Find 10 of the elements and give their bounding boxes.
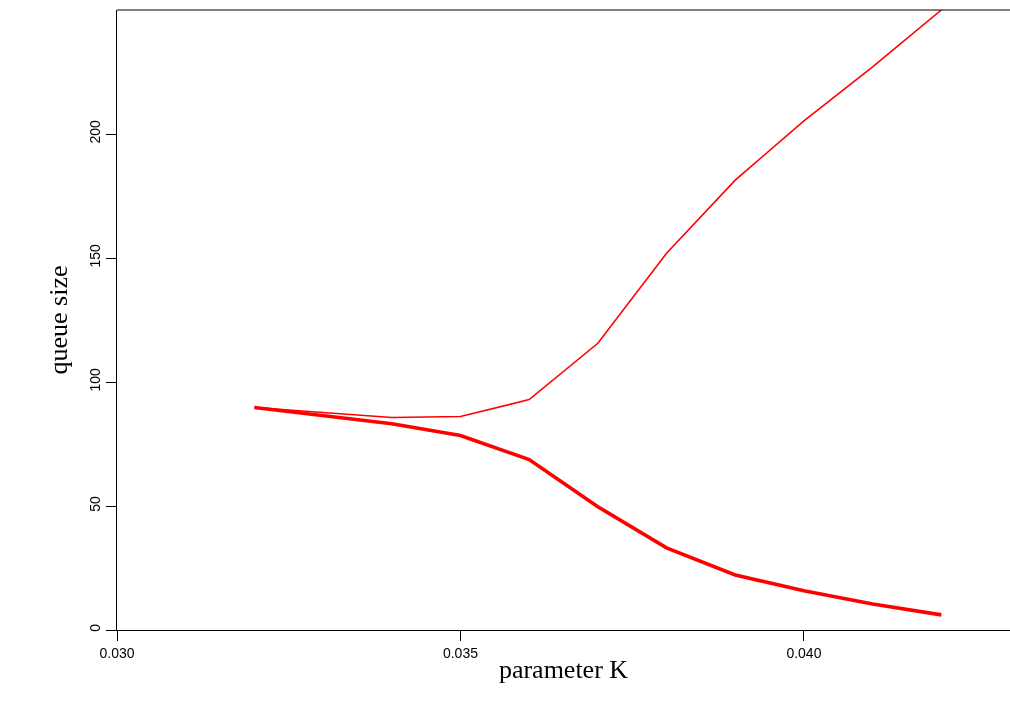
x-tick-label: 0.040 [786,644,822,661]
y-tick-label: 150 [87,244,104,268]
y-tick-label: 50 [87,495,104,512]
x-tick-label: 0.035 [442,644,479,661]
y-tick-label: 100 [87,368,104,392]
x-tick-label: 0.030 [99,644,135,661]
y-axis-title: queue size [43,265,73,375]
y-tick-label: 200 [87,120,104,144]
x-axis-title: parameter K [498,655,629,685]
y-tick-label: 0 [87,623,104,632]
